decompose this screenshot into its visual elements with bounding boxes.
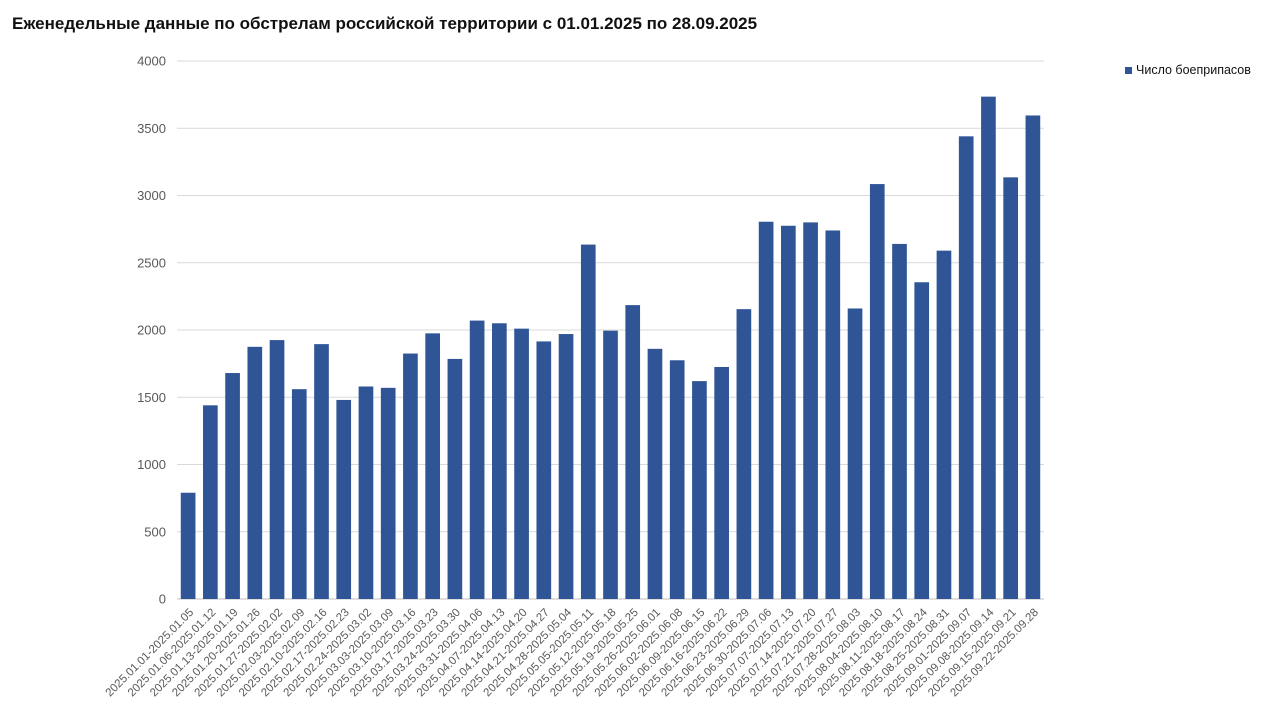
bar bbox=[492, 323, 507, 599]
y-tick-label: 4000 bbox=[137, 54, 166, 69]
bar bbox=[892, 243, 907, 600]
bar bbox=[692, 381, 707, 599]
chart-title: Еженедельные данные по обстрелам российс… bbox=[12, 14, 758, 33]
bar bbox=[1003, 177, 1018, 599]
bar bbox=[714, 366, 729, 599]
y-tick-label: 3500 bbox=[137, 121, 166, 136]
bar bbox=[803, 222, 818, 599]
bar bbox=[314, 344, 329, 599]
bar bbox=[247, 346, 263, 599]
bar bbox=[447, 358, 463, 599]
y-tick-label: 1500 bbox=[137, 390, 166, 405]
legend-label: Число боеприпасов bbox=[1136, 63, 1251, 77]
bar bbox=[603, 330, 618, 599]
bar bbox=[1025, 115, 1041, 599]
bar bbox=[869, 184, 885, 599]
bar bbox=[580, 244, 596, 599]
bar bbox=[291, 389, 307, 599]
x-axis-ticks: 2025.01.01-2025.01.052025.01.06-2025.01.… bbox=[104, 606, 1041, 699]
bar bbox=[536, 341, 552, 599]
bar bbox=[403, 353, 418, 599]
bar bbox=[981, 96, 996, 599]
bar bbox=[914, 282, 930, 599]
y-tick-label: 0 bbox=[159, 592, 166, 607]
bar bbox=[758, 221, 774, 600]
y-tick-label: 2000 bbox=[137, 323, 166, 338]
y-tick-label: 1000 bbox=[137, 457, 166, 472]
legend: Число боеприпасов bbox=[1125, 63, 1251, 77]
bar bbox=[180, 492, 196, 599]
bar bbox=[958, 136, 974, 599]
bar bbox=[736, 309, 752, 599]
bar bbox=[425, 333, 440, 599]
bar bbox=[669, 360, 685, 599]
y-tick-label: 3000 bbox=[137, 188, 166, 203]
y-tick-label: 2500 bbox=[137, 255, 166, 270]
y-axis-ticks: 0 500 1000 1500 2000 2500 3000 3500 4000 bbox=[137, 54, 166, 607]
bar bbox=[847, 308, 863, 599]
bar bbox=[469, 320, 485, 599]
y-tick-label: 500 bbox=[144, 524, 166, 539]
bar bbox=[558, 334, 574, 599]
bar bbox=[647, 348, 663, 599]
bar bbox=[825, 230, 841, 599]
bar bbox=[514, 328, 529, 599]
bar bbox=[336, 399, 352, 599]
bar bbox=[936, 250, 952, 599]
bar bbox=[358, 386, 374, 599]
bar bbox=[269, 340, 285, 599]
bar bbox=[225, 373, 240, 599]
bars bbox=[180, 96, 1041, 600]
bar bbox=[625, 305, 641, 599]
bar bbox=[781, 225, 796, 599]
bar bbox=[203, 405, 218, 599]
legend-swatch bbox=[1125, 66, 1132, 74]
bar bbox=[380, 387, 396, 599]
